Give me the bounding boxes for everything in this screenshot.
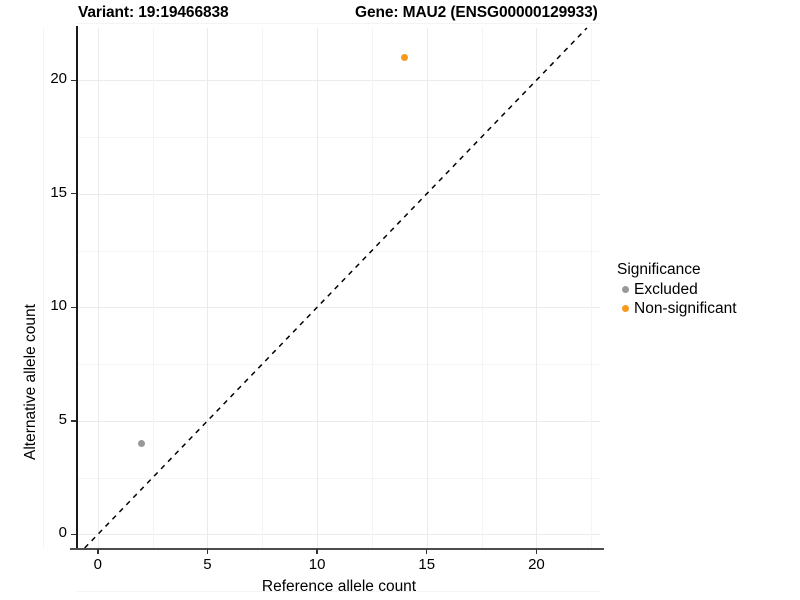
y-tick-20 (71, 79, 76, 81)
identity-reference-line (84, 27, 588, 549)
gridline-major-v (536, 28, 538, 548)
x-tick-label-15: 15 (418, 556, 436, 573)
identity-line (84, 27, 588, 549)
gridline-minor-h (77, 136, 600, 138)
gridline-minor-v (591, 28, 593, 548)
gridline-minor-v (152, 28, 154, 548)
x-tick-label-20: 20 (528, 556, 545, 573)
gridline-minor-h (77, 23, 600, 25)
y-tick-label-5: 5 (58, 410, 67, 428)
gridline-major-h (77, 307, 600, 309)
legend-label: Non-significant (634, 300, 737, 317)
gridline-minor-v (481, 28, 483, 548)
gridline-major-h (77, 420, 600, 422)
y-tick-5 (71, 420, 76, 422)
gridline-major-h (77, 80, 600, 82)
legend-key-1 (617, 285, 634, 294)
y-tick-label-0: 0 (58, 524, 67, 542)
legend-dot-icon (621, 285, 630, 294)
x-tick-label-5: 5 (203, 556, 212, 573)
y-axis-line (76, 26, 78, 550)
data-point-non-significant[interactable] (401, 54, 409, 62)
legend-item-excluded[interactable]: Excluded (617, 280, 797, 299)
gridline-major-v (97, 28, 99, 548)
legend-key-2 (617, 304, 634, 313)
data-point-excluded[interactable] (138, 440, 146, 448)
x-axis-label: Reference allele count (261, 578, 417, 595)
legend-items: Excluded Non-significant (617, 280, 797, 318)
variant-title: Variant: 19:19466838 (78, 4, 229, 21)
x-tick-10 (316, 549, 318, 554)
x-axis-line (70, 548, 604, 550)
gridline-minor-h (77, 591, 600, 593)
x-tick-0 (97, 549, 99, 554)
x-tick-15 (426, 549, 428, 554)
y-tick-label-20: 20 (50, 70, 67, 88)
legend-title: Significance (617, 261, 701, 278)
legend-dot-icon (621, 304, 630, 313)
y-axis-label: Alternative allele count (22, 304, 39, 460)
gene-title: Gene: MAU2 (ENSG00000129933) (355, 4, 598, 21)
legend: Significance Excluded Non-significant (617, 261, 797, 318)
y-tick-label-15: 15 (50, 183, 67, 201)
gridline-major-v (317, 28, 319, 548)
gridline-major-h (77, 534, 600, 536)
x-tick-label-0: 0 (93, 556, 102, 573)
gridline-minor-v (262, 28, 264, 548)
plot-panel (43, 23, 600, 593)
gridline-minor-h (77, 364, 600, 366)
gridline-major-h (77, 193, 600, 195)
gridline-minor-h (77, 477, 600, 479)
x-tick-5 (206, 549, 209, 554)
y-tick-10 (71, 306, 76, 308)
gridline-minor-v (371, 28, 373, 548)
x-tick-label-10: 10 (308, 556, 326, 573)
gridline-minor-h (77, 250, 600, 252)
gridline-major-v (207, 28, 209, 548)
y-tick-label-10: 10 (50, 297, 67, 315)
y-tick-0 (71, 533, 76, 536)
gridline-minor-v (43, 28, 45, 548)
x-tick-20 (535, 549, 538, 554)
legend-item-non-significant[interactable]: Non-significant (617, 299, 797, 318)
gridline-major-v (426, 28, 428, 548)
legend-label: Excluded (634, 281, 698, 298)
y-tick-15 (71, 193, 76, 195)
